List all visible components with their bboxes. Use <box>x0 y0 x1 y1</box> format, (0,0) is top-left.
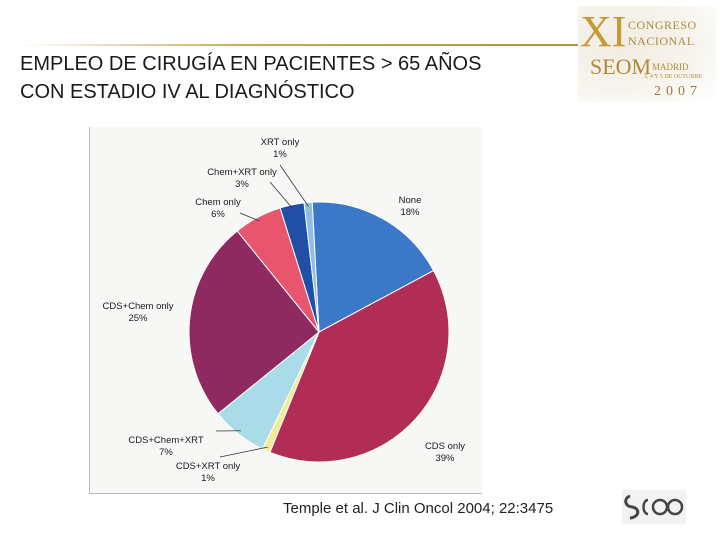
pie-value-cds-xrt-only: 1% <box>201 473 215 484</box>
logo-dates: 3, 4 Y 5 DE OCTUBRE <box>644 74 702 80</box>
citation: Temple et al. J Clin Oncol 2004; 22:3475 <box>283 500 554 517</box>
congress-logo: XI CONGRESO NACIONAL SEOM MADRID 3, 4 Y … <box>578 6 716 102</box>
slide-title-line-1: EMPLEO DE CIRUGÍA EN PACIENTES > 65 AÑOS <box>20 53 482 75</box>
title-rule <box>20 44 590 46</box>
pie-value-none: 18% <box>400 207 420 218</box>
chart-frame: None 18% CDS only 39% CDS+XRT only 1% CDS+Chem… <box>89 127 482 494</box>
journal-logo-icon <box>622 490 686 524</box>
pie-value-cds-only: 39% <box>435 453 455 464</box>
pie-value-xrt-only: 1% <box>273 149 287 160</box>
pie-leader-xrt-only <box>279 164 309 207</box>
pie-label-cds-chem-xrt: CDS+Chem+XRT <box>128 435 204 446</box>
logo-numeral: XI <box>580 7 627 56</box>
logo-nacional: NACIONAL <box>628 34 695 48</box>
pie-leader-chem-xrt-only <box>269 181 294 210</box>
pie-label-cds-chem-only: CDS+Chem only <box>102 301 173 312</box>
pie-value-chem-xrt-only: 3% <box>235 179 249 190</box>
slide-title: EMPLEO DE CIRUGÍA EN PACIENTES > 65 AÑOS… <box>20 50 481 106</box>
pie-label-chem-xrt-only: Chem+XRT only <box>207 167 277 178</box>
slide-title-line-2: CON ESTADIO IV AL DIAGNÓSTICO <box>20 81 355 103</box>
logo-congreso: CONGRESO <box>628 18 697 32</box>
pie-slices <box>188 201 450 463</box>
logo-year: 2007 <box>654 84 702 99</box>
pie-value-chem-only: 6% <box>211 209 225 220</box>
pie-leaders <box>215 164 309 458</box>
pie-slice-none <box>311 201 435 333</box>
pie-label-xrt-only: XRT only <box>261 137 300 148</box>
pie-label-cds-only: CDS only <box>425 441 465 452</box>
pie-slice-xrt-only <box>303 201 320 333</box>
pie-slice-cds-chem-only <box>188 230 320 415</box>
pie-label-cds-xrt-only: CDS+XRT only <box>176 461 241 472</box>
pie-slice-cds-only <box>269 269 450 463</box>
pie-value-cds-chem-xrt: 7% <box>159 447 173 458</box>
pie-leader-chem-only <box>239 212 260 222</box>
pie-label-none: None <box>399 195 422 206</box>
pie-label-chem-only: Chem only <box>195 197 241 208</box>
logo-seom: SEOM <box>590 54 652 79</box>
logo-madrid: MADRID <box>652 62 689 72</box>
pie-value-cds-chem-only: 25% <box>128 313 148 324</box>
pie-leader-cds-xrt-only <box>219 446 268 458</box>
